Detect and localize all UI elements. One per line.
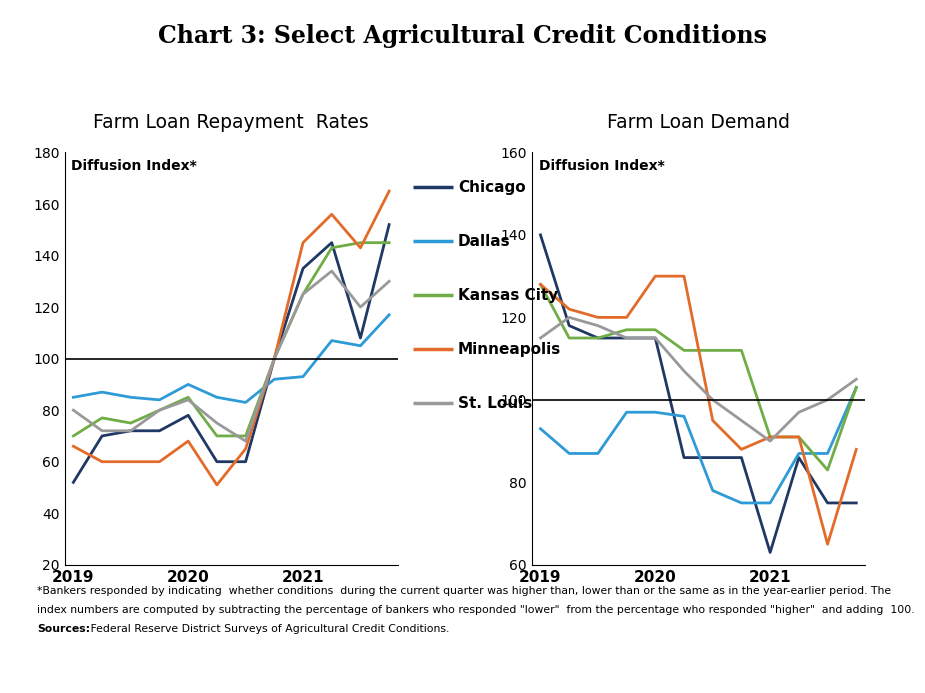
Text: Sources:: Sources: — [37, 624, 90, 634]
Text: Kansas City: Kansas City — [458, 288, 558, 303]
Text: Minneapolis: Minneapolis — [458, 342, 561, 357]
Text: index numbers are computed by subtracting the percentage of bankers who responde: index numbers are computed by subtractin… — [37, 605, 915, 615]
Text: Farm Loan Demand: Farm Loan Demand — [607, 113, 790, 132]
Text: Chart 3: Select Agricultural Credit Conditions: Chart 3: Select Agricultural Credit Cond… — [158, 24, 767, 49]
Text: Federal Reserve District Surveys of Agricultural Credit Conditions.: Federal Reserve District Surveys of Agri… — [87, 624, 450, 634]
Text: St. Louis: St. Louis — [458, 396, 532, 411]
Text: Farm Loan Repayment  Rates: Farm Loan Repayment Rates — [93, 113, 369, 132]
Text: Chicago: Chicago — [458, 179, 525, 195]
Text: *Bankers responded by indicating  whether conditions  during the current quarter: *Bankers responded by indicating whether… — [37, 586, 891, 595]
Text: Diffusion Index*: Diffusion Index* — [71, 159, 197, 173]
Text: Diffusion Index*: Diffusion Index* — [538, 159, 664, 173]
Text: Dallas: Dallas — [458, 234, 511, 249]
